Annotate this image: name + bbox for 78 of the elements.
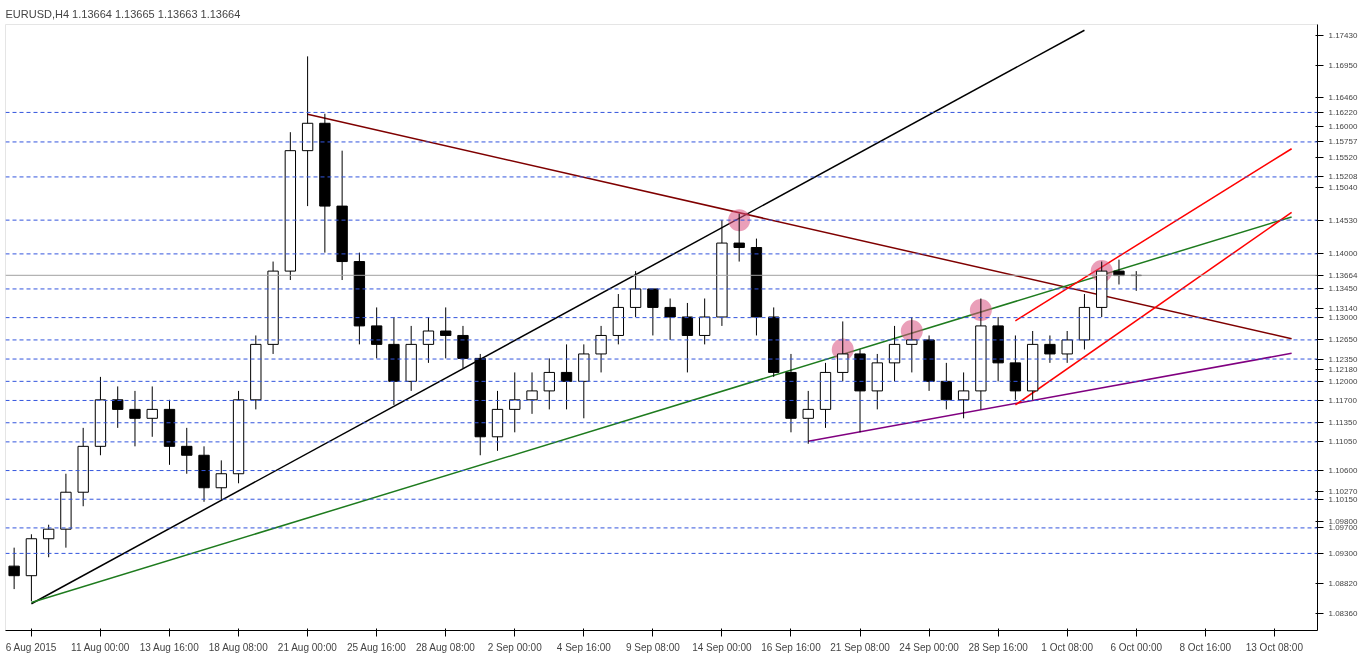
y-tick-label: 1.08360 — [1328, 608, 1358, 618]
candlestick — [906, 316, 918, 373]
candlestick — [422, 316, 435, 364]
candlestick — [940, 362, 953, 410]
candlestick — [837, 320, 849, 382]
candlestick — [440, 306, 452, 359]
ref-line-label: 1.09300 — [1328, 548, 1358, 558]
y-tick-label: 1.16000 — [1328, 121, 1358, 131]
x-tick-label: 8 Oct 16:00 — [1179, 641, 1232, 653]
candlestick — [181, 427, 193, 475]
ref-line-label: 1.15208 — [1328, 172, 1358, 182]
ref-line-label: 1.16220 — [1328, 107, 1358, 117]
y-tick-label: 1.13140 — [1328, 304, 1358, 314]
ref-line-label: 1.11700 — [1328, 395, 1358, 405]
ref-line-label: 1.12000 — [1328, 376, 1358, 386]
x-tick-label: 21 Sep 08:00 — [830, 641, 891, 653]
candlestick — [8, 547, 20, 590]
x-tick-label: 14 Sep 00:00 — [692, 641, 753, 653]
candlestick — [42, 524, 55, 558]
candlestick — [595, 325, 607, 373]
ref-line-label: 1.13000 — [1328, 313, 1358, 323]
x-tick-label: 11 Aug 00:00 — [71, 641, 130, 653]
candlestick — [560, 343, 573, 410]
ref-line-label: 1.12650 — [1328, 335, 1358, 345]
x-tick-label: 28 Sep 16:00 — [968, 641, 1029, 653]
candlestick — [215, 459, 227, 501]
candlestick — [681, 302, 694, 373]
ref-line-label: 1.10150 — [1328, 494, 1358, 504]
y-tick-label: 1.15040 — [1328, 183, 1358, 193]
candlestick — [370, 306, 383, 359]
x-tick-label: 24 Sep 00:00 — [899, 641, 960, 653]
y-tick-label: 1.16460 — [1328, 92, 1358, 102]
candlestick — [457, 325, 469, 369]
x-tick-label: 28 Aug 08:00 — [415, 641, 476, 653]
ref-line-label: 1.11350 — [1328, 418, 1358, 428]
y-tick-label: 1.16950 — [1328, 61, 1358, 71]
x-tick-label: 21 Aug 00:00 — [277, 641, 338, 653]
chart-title: EURUSD,H4 1.13664 1.13665 1.13663 1.13664 — [5, 7, 241, 20]
x-tick-label: 6 Oct 00:00 — [1110, 641, 1163, 653]
candlestick — [526, 371, 538, 415]
candlestick — [629, 270, 642, 318]
ref-line-label: 1.14530 — [1328, 215, 1358, 225]
y-tick-label: 1.10270 — [1328, 487, 1358, 497]
x-tick-label: 13 Oct 08:00 — [1245, 641, 1304, 653]
candlestick — [543, 357, 555, 410]
ref-line-label: 1.11050 — [1328, 437, 1358, 447]
ref-line-label: 1.12350 — [1328, 354, 1358, 364]
candlestick — [1044, 334, 1056, 364]
x-tick-label: 1 Oct 08:00 — [1041, 641, 1094, 653]
x-tick-label: 18 Aug 08:00 — [208, 641, 269, 653]
candlestick — [888, 325, 901, 382]
x-tick-label: 9 Sep 08:00 — [625, 641, 681, 653]
candlestick — [1061, 330, 1073, 364]
candlestick — [957, 371, 970, 419]
x-tick-label: 4 Sep 16:00 — [556, 641, 612, 653]
candlestick — [129, 390, 141, 447]
candlestick — [146, 385, 158, 438]
ref-line-label: 1.13664 — [1328, 270, 1358, 280]
ref-line-label: 1.15757 — [1328, 137, 1358, 147]
x-tick-label: 16 Sep 16:00 — [761, 641, 822, 653]
candlestick — [664, 298, 676, 341]
candlestick — [698, 298, 711, 345]
ref-line-label: 1.14000 — [1328, 249, 1358, 259]
y-tick-label: 1.15520 — [1328, 152, 1358, 162]
y-tick-label: 1.17430 — [1328, 30, 1358, 40]
candlestick — [802, 390, 814, 445]
y-tick-label: 1.12180 — [1328, 365, 1358, 375]
x-tick-label: 2 Sep 00:00 — [487, 641, 543, 653]
x-tick-label: 13 Aug 16:00 — [139, 641, 200, 653]
ref-line-label: 1.13450 — [1328, 284, 1358, 294]
y-tick-label: 1.08820 — [1328, 579, 1358, 589]
candlestick — [733, 213, 745, 263]
candlestick — [112, 385, 124, 429]
x-tick-label: 6 Aug 2015 — [5, 641, 57, 653]
ref-line-label: 1.10600 — [1328, 466, 1358, 476]
candlestick — [509, 371, 521, 433]
x-tick-label: 25 Aug 16:00 — [346, 641, 407, 653]
candlestick — [647, 288, 659, 336]
